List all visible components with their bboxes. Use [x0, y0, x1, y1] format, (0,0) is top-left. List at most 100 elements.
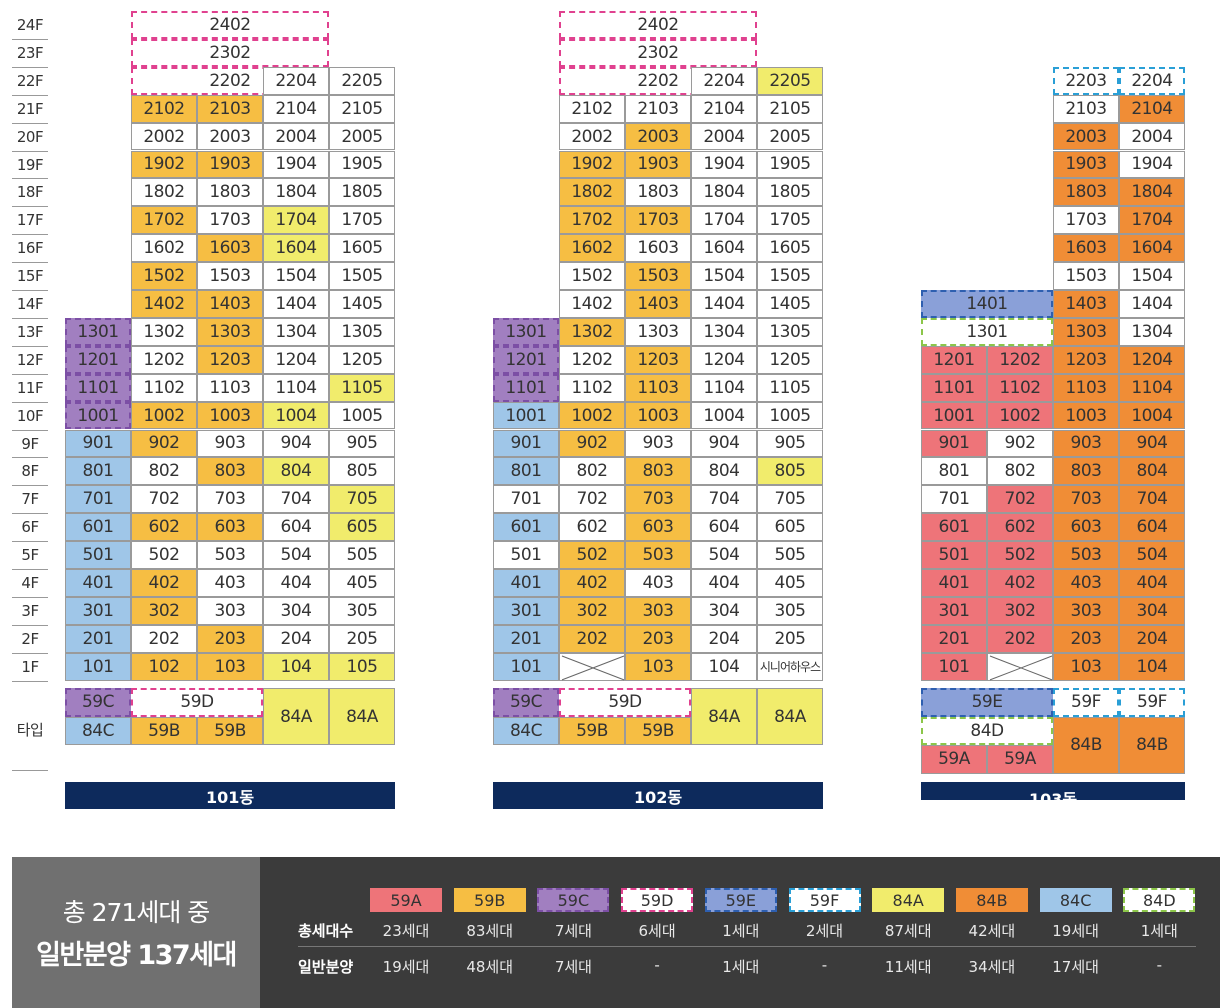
unit-cell: 401: [921, 569, 987, 597]
unit-number: 1605: [341, 238, 383, 259]
unit-cell: 1101: [65, 373, 131, 402]
unit-number: 202: [1004, 628, 1036, 649]
unit-number: 1104: [703, 377, 745, 398]
unit-cell: 801: [65, 457, 131, 486]
unit-number: 401: [938, 572, 970, 593]
unit-number: 903: [1070, 433, 1102, 454]
unit-cell: 1903: [625, 150, 691, 179]
unit-number: 1805: [341, 182, 383, 203]
unit-cell: 1504: [691, 262, 757, 290]
floor-label: 13F: [16, 322, 44, 341]
unit-number: 2004: [1131, 126, 1173, 147]
unit-number: 59B: [576, 720, 608, 741]
unit-number: 1102: [571, 377, 613, 398]
unit-cell: 601: [493, 513, 559, 542]
unit-number: 2105: [341, 98, 383, 119]
floor-divider: [12, 485, 48, 487]
unit-cell: 2005: [329, 122, 395, 151]
unit-cell: 1005: [757, 401, 823, 430]
type-cell: 59B: [197, 716, 263, 745]
unit-number: 1002: [571, 405, 613, 426]
unit-cell: 2104: [691, 94, 757, 123]
unit-cell: 2103: [1053, 94, 1119, 123]
unit-cell: 703: [1053, 485, 1119, 514]
unit-cell: 1402: [559, 290, 625, 318]
floor-divider: [12, 680, 48, 682]
unit-cell: 1804: [263, 178, 329, 207]
unit-number: 84B: [1136, 735, 1168, 755]
floor-divider: [12, 150, 48, 152]
unit-number: 1402: [571, 293, 613, 314]
unit-number: 1303: [637, 321, 679, 342]
unit-number: 1103: [637, 377, 679, 398]
unit-number: 2102: [143, 98, 185, 119]
unit-number: 502: [576, 545, 608, 566]
unit-number: 1705: [769, 210, 811, 231]
unit-number: 801: [82, 461, 114, 482]
unit-cell: 1204: [691, 345, 757, 374]
unit-number: 305: [774, 600, 806, 621]
unit-number: 502: [148, 545, 180, 566]
unit-number: 59A: [938, 749, 970, 770]
unit-cell: 401: [493, 569, 559, 597]
floor-label: 24F: [16, 16, 44, 34]
unit-number: 1401: [966, 293, 1008, 314]
unit-number: 59C: [509, 692, 543, 713]
unit-number: 202: [148, 628, 180, 649]
unit-cell: 602: [131, 513, 197, 542]
unit-cell: 203: [625, 624, 691, 653]
unit-number: 101: [82, 656, 114, 677]
unit-number: 2204: [703, 70, 745, 91]
floor-label: 5F: [21, 546, 39, 565]
unit-cell: 405: [329, 569, 395, 597]
unit-number: 1001: [77, 405, 119, 426]
unit-cell: 302: [987, 596, 1053, 625]
unit-cell: 505: [757, 541, 823, 569]
unit-cell: 304: [691, 596, 757, 625]
unit-number: 84C: [509, 720, 543, 741]
unit-number: 1405: [769, 293, 811, 314]
unit-number: 2102: [571, 98, 613, 119]
unit-cell: 901: [65, 429, 131, 458]
summary-total-panel: 총 271세대 중 일반분양 137세대: [12, 857, 260, 1008]
unit-cell: 1903: [1053, 150, 1119, 179]
unit-cell: 1604: [263, 234, 329, 263]
unit-cell: 2205: [757, 66, 823, 95]
unit-cell: 103: [625, 652, 691, 681]
floor-label: 17F: [16, 211, 44, 230]
unit-number: 2202: [637, 70, 679, 91]
unit-cell: 1604: [691, 234, 757, 263]
unit-number: 704: [708, 489, 740, 510]
floor-label: 21F: [16, 99, 44, 118]
unit-number: 501: [938, 545, 970, 566]
unit-number: 2004: [703, 126, 745, 147]
unit-cell: 704: [691, 485, 757, 514]
unit-number: 59F: [1137, 692, 1167, 713]
unit-number: 504: [708, 545, 740, 566]
unit-cell: 1002: [131, 401, 197, 430]
unit-cell: 1602: [131, 234, 197, 263]
unit-number: 903: [214, 433, 246, 454]
unit-cell: 402: [131, 569, 197, 597]
unit-cell: 202: [559, 624, 625, 653]
unit-number: 103: [1070, 656, 1102, 677]
type-cell: 84B: [1119, 716, 1185, 774]
unit-cell: 404: [691, 569, 757, 597]
unit-number: 1101: [505, 377, 547, 398]
unit-cell: 202: [987, 624, 1053, 653]
type-cell: 84A: [329, 688, 395, 745]
unit-number: 1402: [143, 293, 185, 314]
unit-cell: 시니어하우스: [757, 652, 823, 681]
unit-number: 705: [774, 489, 806, 510]
unit-number: 1305: [341, 321, 383, 342]
unit-cell: 2105: [757, 94, 823, 123]
unit-number: 704: [280, 489, 312, 510]
building-label: 101동: [65, 782, 395, 809]
unit-number: 1104: [275, 377, 317, 398]
unit-number: 1703: [1065, 210, 1107, 231]
unit-cell: 705: [757, 485, 823, 514]
unit-number: 1805: [769, 182, 811, 203]
unit-number: 1904: [703, 154, 745, 175]
unit-cell: 1803: [625, 178, 691, 207]
legend-general-count: 19세대: [382, 958, 430, 976]
